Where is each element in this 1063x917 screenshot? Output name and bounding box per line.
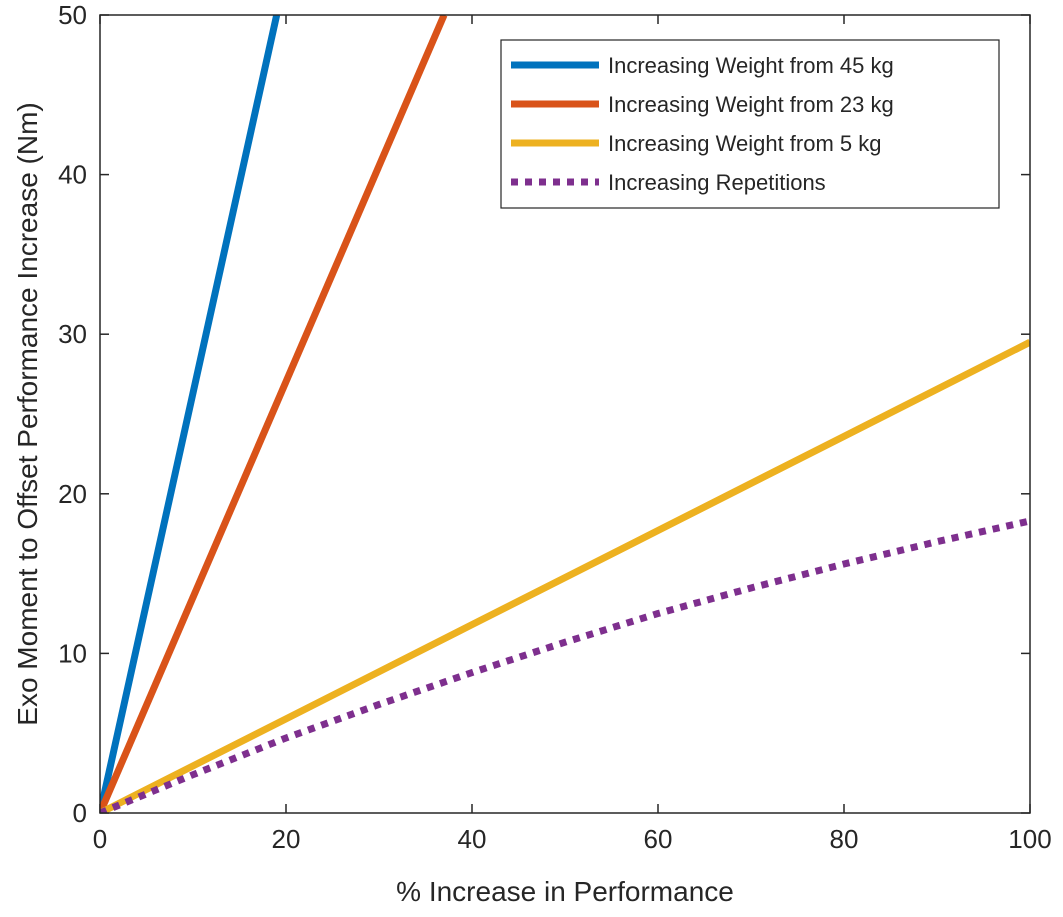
x-tick-label: 60 (644, 824, 673, 854)
x-axis-label: % Increase in Performance (396, 876, 734, 907)
series-line-5kg (100, 339, 1030, 813)
x-tick-label: 100 (1008, 824, 1051, 854)
axes-box (99, 14, 1031, 814)
y-tick-label: 30 (58, 319, 87, 349)
legend-label-5kg: Increasing Weight from 5 kg (608, 131, 882, 156)
legend-label-repetitions: Increasing Repetitions (608, 170, 826, 195)
y-tick-label: 20 (58, 479, 87, 509)
x-tick-label: 20 (272, 824, 301, 854)
legend-label-23kg: Increasing Weight from 23 kg (608, 92, 894, 117)
y-tick-label: 0 (73, 798, 87, 828)
y-tick-label: 10 (58, 638, 87, 668)
series-line-repetitions (100, 517, 1030, 813)
y-tick-label: 40 (58, 160, 87, 190)
y-tick-label: 50 (58, 0, 87, 30)
legend: Increasing Weight from 45 kg Increasing … (500, 39, 1000, 209)
series-line-45kg (100, 15, 281, 813)
legend-label-45kg: Increasing Weight from 45 kg (608, 53, 894, 78)
y-axis-label: Exo Moment to Offset Performance Increas… (12, 102, 43, 725)
x-tick-label: 40 (458, 824, 487, 854)
x-tick-label: 0 (93, 824, 107, 854)
series-line-23kg (100, 15, 448, 813)
x-tick-label: 80 (830, 824, 859, 854)
